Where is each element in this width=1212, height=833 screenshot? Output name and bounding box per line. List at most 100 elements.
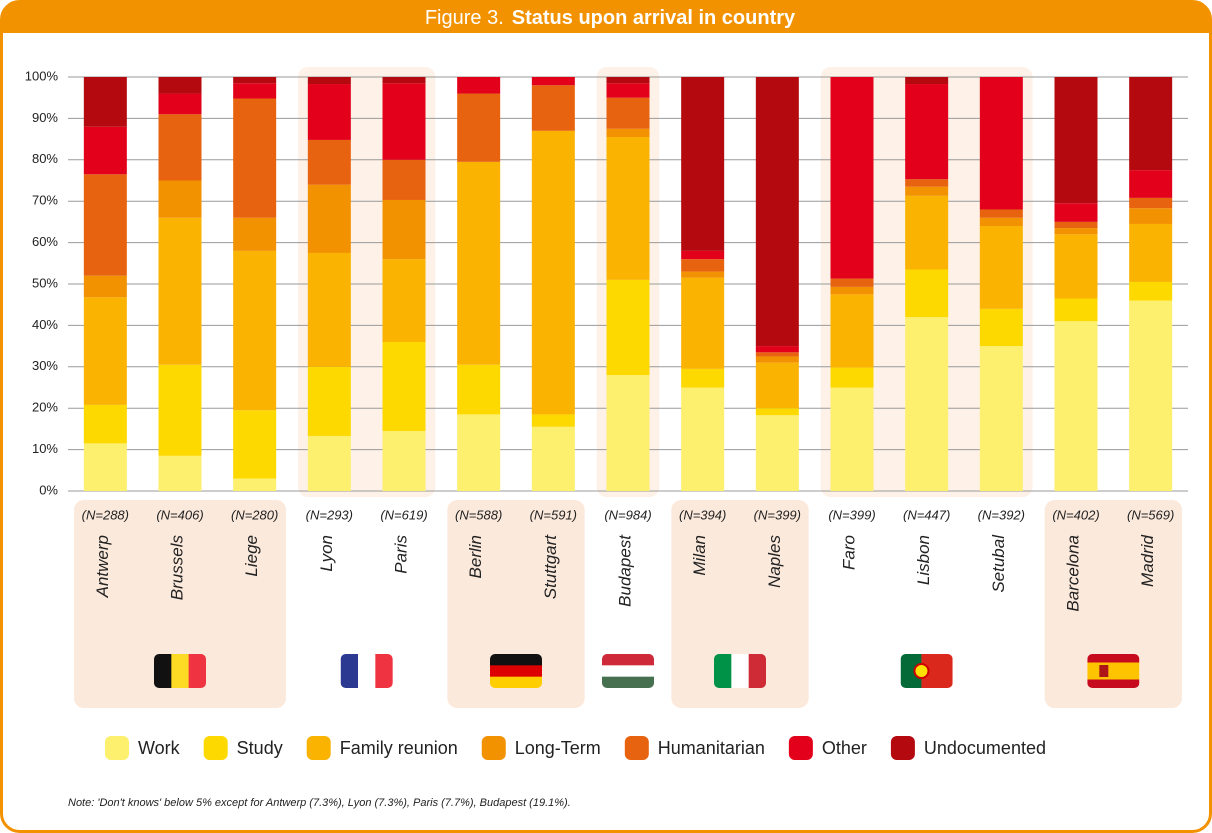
flag bbox=[714, 654, 766, 688]
bar-segment bbox=[233, 478, 277, 491]
bar-segment bbox=[83, 77, 127, 127]
bar-segment bbox=[158, 217, 202, 365]
bar-segment bbox=[1054, 221, 1098, 229]
y-tick-label: 90% bbox=[32, 110, 58, 125]
flag bbox=[154, 654, 206, 688]
bar-segment bbox=[681, 77, 725, 251]
legend-swatch bbox=[203, 736, 228, 760]
bar-segment bbox=[905, 269, 949, 318]
x-tick-label: Brussels bbox=[167, 535, 186, 601]
y-tick-label: 70% bbox=[32, 193, 58, 208]
bar-segment bbox=[1129, 208, 1173, 224]
x-tick-label: Setubal bbox=[989, 534, 1008, 593]
bar-segment bbox=[905, 195, 949, 270]
bar-segment bbox=[979, 226, 1023, 309]
x-tick-label: Paris bbox=[391, 535, 410, 574]
bar-segment bbox=[755, 362, 799, 409]
legend-label: Long-Term bbox=[515, 738, 601, 758]
bar-segment bbox=[158, 364, 202, 456]
bar-segment bbox=[905, 77, 949, 85]
bar-segment bbox=[531, 77, 575, 86]
bar-segment bbox=[382, 199, 426, 260]
legend-swatch bbox=[624, 736, 649, 760]
bar-segment bbox=[1054, 203, 1098, 222]
flag-stripe bbox=[188, 654, 206, 688]
bar-segment bbox=[83, 297, 127, 405]
bar-segment bbox=[755, 356, 799, 363]
bar-segment bbox=[830, 278, 874, 287]
bar-segment bbox=[606, 279, 650, 376]
bar-segment bbox=[382, 430, 426, 491]
bar-segment bbox=[830, 286, 874, 295]
bar-segment bbox=[457, 364, 501, 415]
bar-segment bbox=[755, 352, 799, 357]
bar-segment bbox=[382, 77, 426, 84]
bar-segment bbox=[905, 317, 949, 491]
flag-stripe bbox=[748, 654, 766, 688]
bar-segment bbox=[307, 435, 351, 491]
y-tick-label: 0% bbox=[39, 482, 58, 497]
legend-label: Family reunion bbox=[340, 738, 458, 758]
bar-segment bbox=[158, 77, 202, 94]
bar-segment bbox=[755, 346, 799, 353]
bar-segment bbox=[681, 368, 725, 388]
legend-swatch bbox=[481, 736, 506, 760]
sample-size: (N=619) bbox=[380, 507, 427, 522]
x-tick-label: Antwerp bbox=[93, 535, 112, 598]
legend-label: Other bbox=[822, 738, 867, 758]
bar-segment bbox=[233, 410, 277, 479]
flag bbox=[340, 654, 393, 688]
sample-size: (N=447) bbox=[903, 507, 950, 522]
bar-segment bbox=[681, 250, 725, 260]
header-bar bbox=[1, 1, 1211, 33]
bar-segment bbox=[83, 443, 127, 491]
flag-stripe bbox=[714, 654, 732, 688]
bar-segment bbox=[382, 259, 426, 342]
sample-size: (N=293) bbox=[306, 507, 353, 522]
flag-stripe bbox=[490, 665, 542, 678]
bar-segment bbox=[979, 77, 1023, 210]
bar-segment bbox=[158, 455, 202, 491]
sample-size: (N=399) bbox=[754, 507, 801, 522]
y-tick-label: 40% bbox=[32, 317, 58, 332]
note: Note: 'Don't knows' below 5% except for … bbox=[68, 797, 571, 809]
bar-segment bbox=[681, 259, 725, 272]
bar-segment bbox=[307, 84, 351, 140]
bar-segment bbox=[755, 415, 799, 491]
bar-segment bbox=[1129, 300, 1173, 491]
flag-stripe bbox=[900, 654, 922, 688]
bar-segment bbox=[1054, 321, 1098, 491]
sample-size: (N=392) bbox=[978, 507, 1025, 522]
bar-segment bbox=[307, 366, 351, 436]
bar-segment bbox=[1054, 228, 1098, 235]
y-tick-label: 80% bbox=[32, 151, 58, 166]
sample-size: (N=402) bbox=[1052, 507, 1099, 522]
y-tick-label: 20% bbox=[32, 400, 58, 415]
bar-segment bbox=[979, 217, 1023, 227]
flag bbox=[1087, 654, 1140, 688]
sample-size: (N=406) bbox=[156, 507, 203, 522]
sample-size: (N=569) bbox=[1127, 507, 1174, 522]
x-tick-label: Budapest bbox=[615, 534, 634, 607]
sample-size: (N=394) bbox=[679, 507, 726, 522]
bar-segment bbox=[1129, 223, 1173, 282]
flag-stripe bbox=[154, 654, 172, 688]
bar-segment bbox=[681, 387, 725, 491]
legend-label: Humanitarian bbox=[658, 738, 765, 758]
x-tick-label: Milan bbox=[690, 535, 709, 576]
bar-segment bbox=[233, 98, 277, 218]
flag-stripe bbox=[602, 654, 654, 666]
flag-stripe bbox=[1087, 679, 1140, 688]
flag-stripe bbox=[1087, 654, 1140, 663]
bar-segment bbox=[755, 77, 799, 347]
legend-label: Study bbox=[237, 738, 283, 758]
bar-segment bbox=[606, 375, 650, 491]
sample-size: (N=399) bbox=[828, 507, 875, 522]
bar-segment bbox=[233, 217, 277, 251]
bar-segment bbox=[1129, 281, 1173, 301]
x-tick-label: Stuttgart bbox=[541, 534, 560, 600]
flag-stripe bbox=[358, 654, 376, 688]
bar-segment bbox=[233, 77, 277, 84]
flag bbox=[602, 654, 654, 688]
